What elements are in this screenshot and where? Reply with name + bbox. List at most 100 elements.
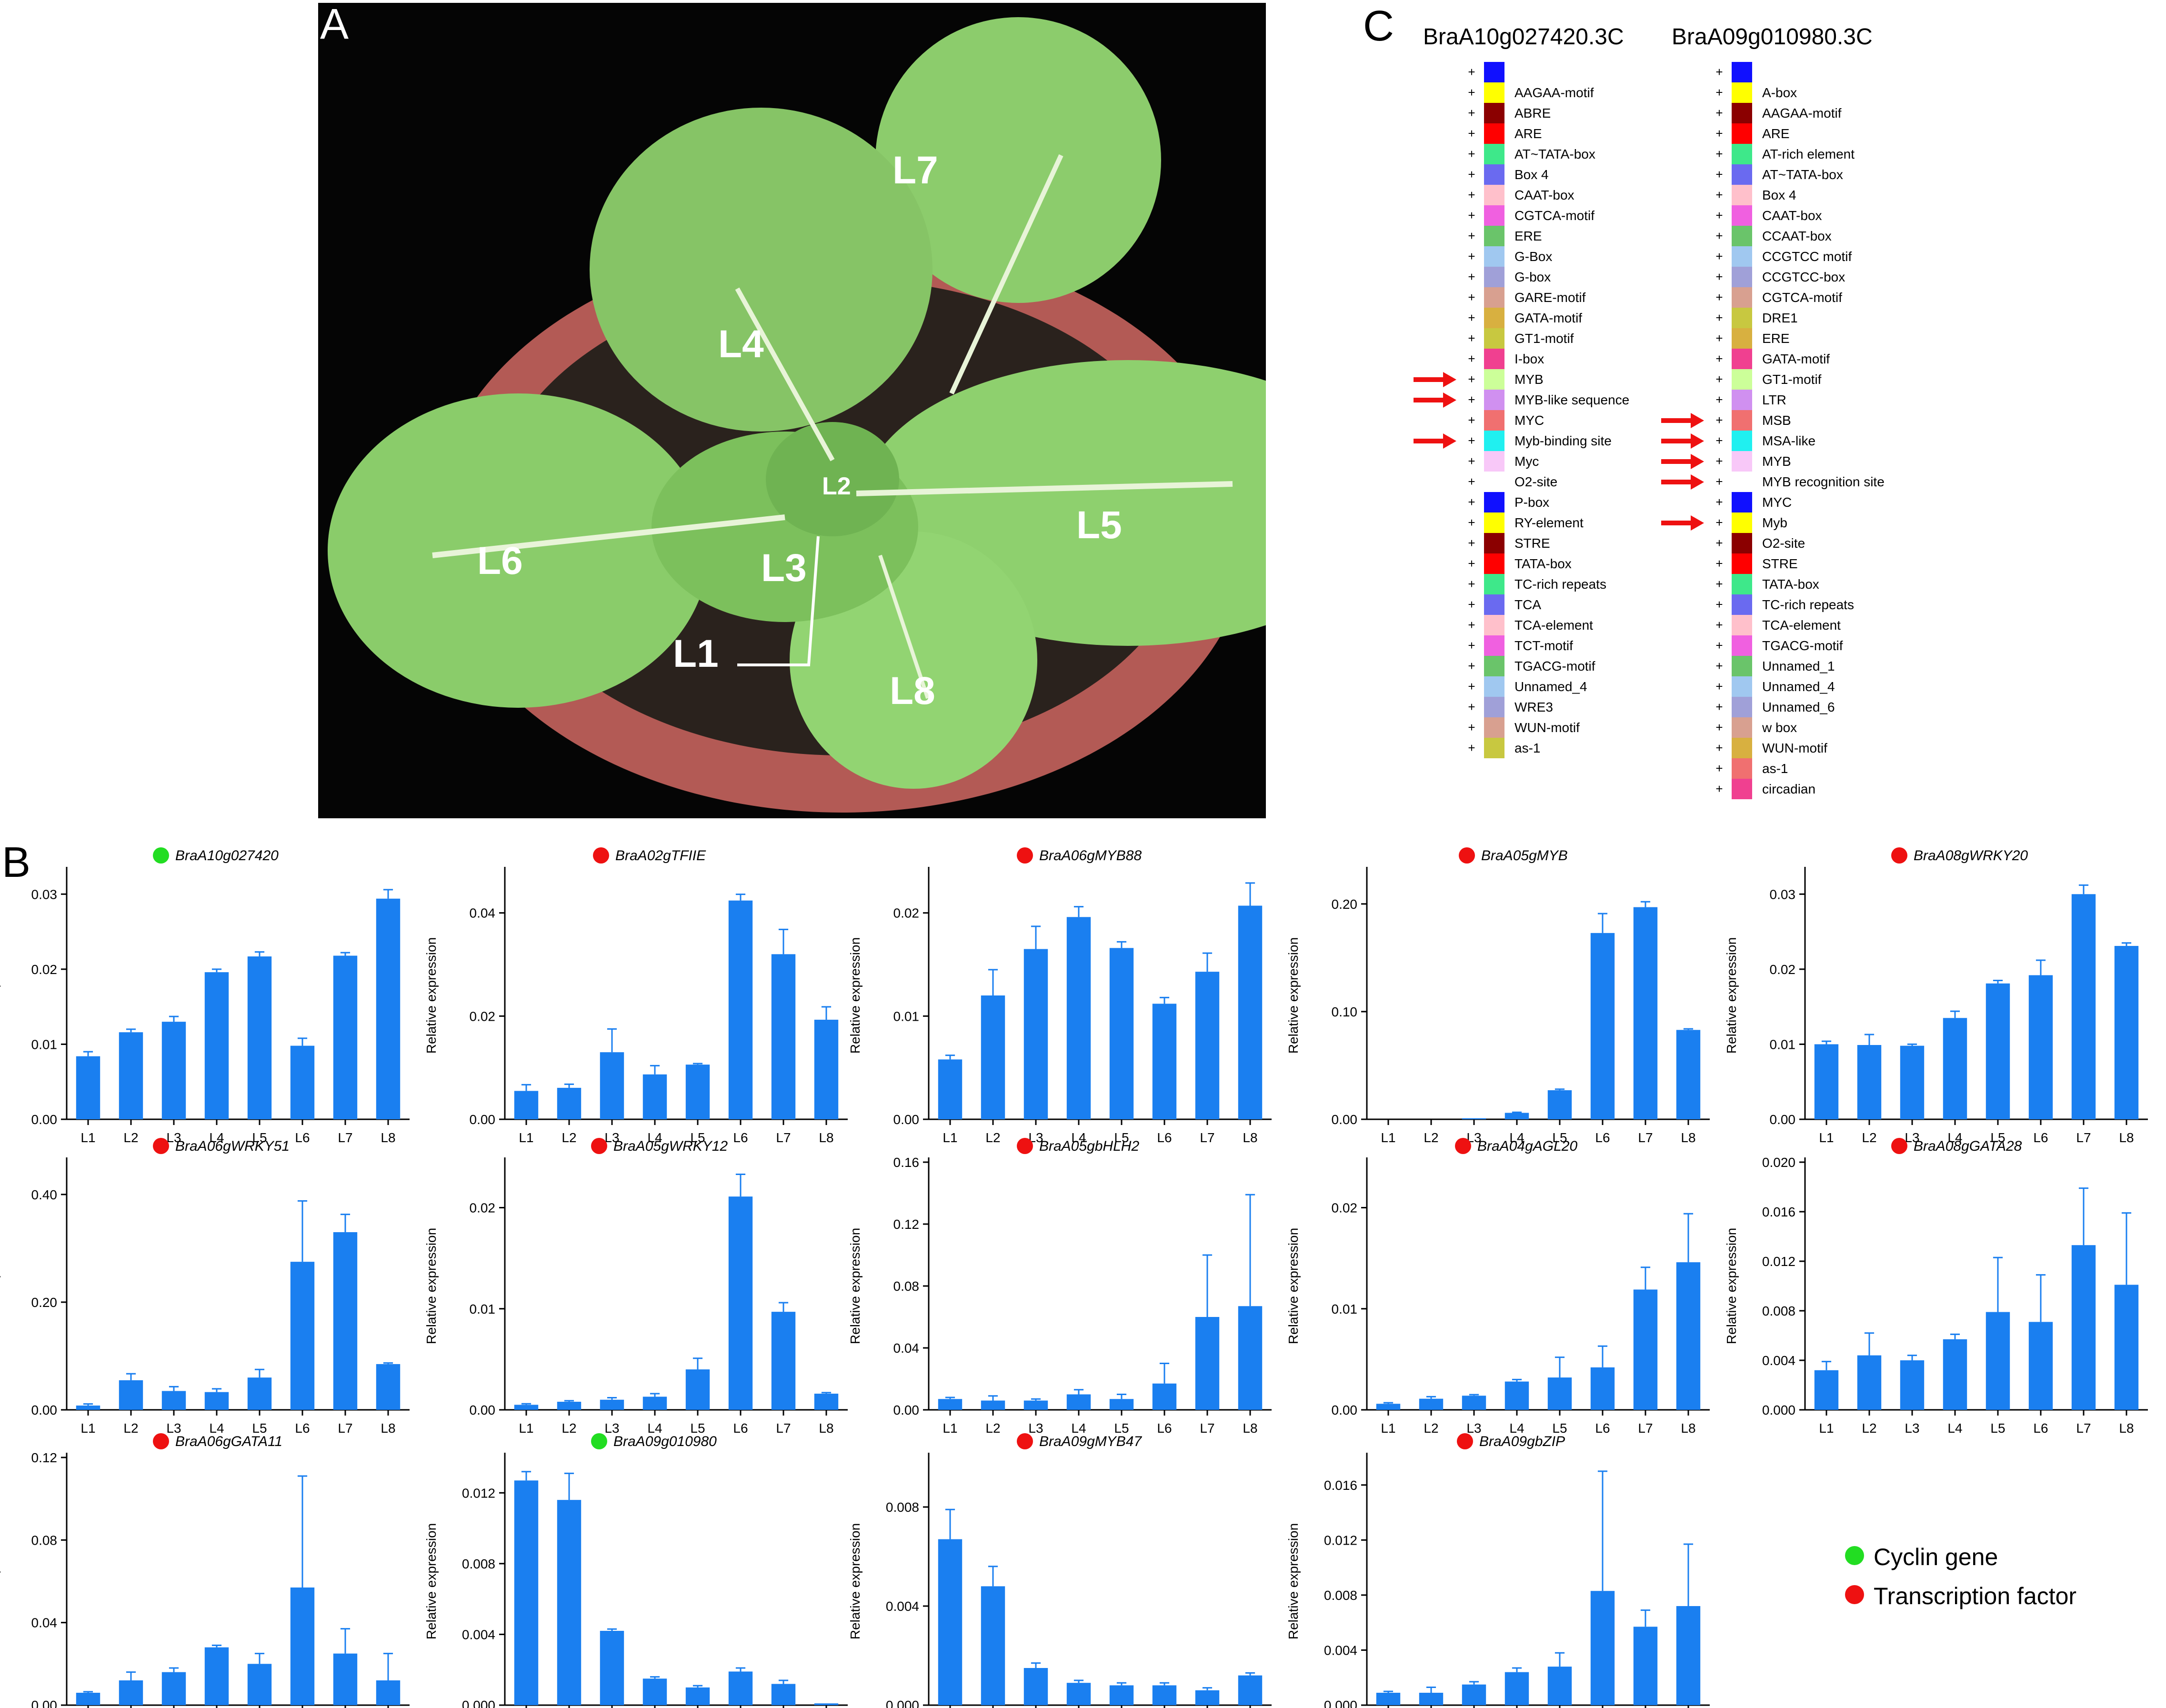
plus-sign: + — [1715, 433, 1723, 448]
color-swatch — [1732, 205, 1752, 226]
x-tick-label: L1 — [1381, 1130, 1395, 1145]
x-tick-label: L6 — [1595, 1130, 1610, 1145]
color-swatch — [1732, 185, 1752, 205]
x-tick-label: L8 — [1681, 1130, 1695, 1145]
y-axis-label: Relative expression — [848, 1523, 862, 1639]
plus-sign: + — [1468, 188, 1475, 202]
plus-sign: + — [1715, 331, 1723, 345]
leaf-label-l3: L3 — [761, 546, 807, 590]
cis-element-name: TCA — [1514, 597, 1541, 612]
bar — [1814, 1044, 1839, 1119]
color-swatch — [1732, 512, 1752, 533]
y-axis-label: Relative expression — [1286, 1228, 1301, 1344]
bar — [514, 1091, 539, 1119]
color-swatch — [1732, 62, 1752, 82]
x-tick-label: L6 — [733, 1130, 748, 1145]
plus-sign: + — [1468, 208, 1475, 222]
title-marker-dot — [1459, 847, 1475, 864]
plus-sign: + — [1715, 249, 1723, 263]
color-swatch — [1732, 717, 1752, 738]
plus-sign: + — [1468, 433, 1475, 448]
plus-sign: + — [1468, 700, 1475, 714]
x-tick-label: L8 — [1243, 1421, 1257, 1436]
color-swatch — [1484, 717, 1504, 738]
cis-element-name: AT~TATA-box — [1762, 167, 1843, 182]
cis-element-name: CCGTCC-box — [1762, 270, 1845, 284]
plus-sign: + — [1715, 454, 1723, 468]
bar — [557, 1087, 582, 1119]
bar — [1023, 949, 1048, 1119]
expression-charts-panel: BraA10g027420 Relative expression 0.00 0.01… — [0, 819, 2166, 1708]
bar — [1023, 1400, 1048, 1410]
x-tick-label: L7 — [1200, 1130, 1214, 1145]
bar — [685, 1687, 710, 1705]
color-swatch — [1732, 574, 1752, 594]
y-tick-label: 0.01 — [470, 1302, 496, 1316]
color-swatch — [1732, 410, 1752, 431]
cis-element-name: ARE — [1514, 126, 1542, 141]
color-swatch — [1732, 103, 1752, 123]
title-marker-dot — [1891, 847, 1907, 864]
cis-element-name: Myc — [1514, 454, 1539, 469]
bar — [1547, 1377, 1572, 1410]
bar — [600, 1052, 624, 1119]
cis-element-name: MSB — [1762, 413, 1791, 428]
plus-sign: + — [1468, 474, 1475, 489]
red-arrow-icon — [1414, 433, 1456, 449]
bar — [771, 954, 796, 1119]
x-tick-label: L1 — [1819, 1130, 1834, 1145]
x-tick-label: L1 — [80, 1130, 95, 1145]
x-tick-label: L1 — [519, 1421, 533, 1436]
bar — [728, 1671, 753, 1705]
bar — [1943, 1018, 1967, 1119]
title-marker-dot — [591, 1138, 607, 1154]
y-tick-label: 0.02 — [31, 962, 58, 977]
y-tick-label: 0.000 — [886, 1698, 919, 1708]
bar — [685, 1369, 710, 1410]
y-tick-label: 0.00 — [1332, 1403, 1358, 1417]
x-tick-label: L7 — [2076, 1421, 2091, 1436]
title-marker-dot — [153, 847, 169, 864]
cis-element-name: AT~TATA-box — [1514, 147, 1595, 161]
chart-BraA05gWRKY12: BraA05gWRKY12 Relative expression 0.00 0.01… — [424, 1138, 848, 1436]
y-axis-label: Relative expression — [848, 937, 862, 1054]
x-tick-label: L5 — [252, 1130, 267, 1145]
cis-element-name: MYC — [1762, 495, 1792, 510]
leaf-label-l7: L7 — [892, 149, 938, 192]
chart-BraA06gGATA11: BraA06gGATA11Relative expression0.000.04… — [0, 1433, 410, 1708]
x-tick-label: L4 — [1947, 1130, 1962, 1145]
y-axis-label: Relative expression — [848, 1228, 862, 1344]
panel-letter-b: B — [2, 839, 31, 886]
bar — [2114, 1285, 2139, 1410]
x-tick-label: L6 — [2033, 1421, 2048, 1436]
title-marker-dot — [153, 1138, 169, 1154]
color-swatch — [1732, 349, 1752, 369]
bar — [814, 1703, 839, 1705]
plus-sign: + — [1715, 229, 1723, 243]
plus-sign: + — [1468, 495, 1475, 509]
y-tick-label: 0.00 — [1332, 1112, 1358, 1127]
y-tick-label: 0.12 — [893, 1217, 920, 1232]
cis-element-name: TCA-element — [1762, 618, 1841, 633]
chart-title: BraA09gMYB47 — [1039, 1434, 1142, 1449]
plus-sign: + — [1715, 65, 1723, 79]
y-tick-label: 0.03 — [1770, 887, 1796, 902]
plus-sign: + — [1468, 413, 1475, 427]
bar — [1633, 907, 1658, 1119]
color-swatch — [1732, 553, 1752, 574]
color-swatch — [1732, 779, 1752, 799]
x-tick-label: L5 — [1552, 1130, 1567, 1145]
plus-sign: + — [1715, 392, 1723, 407]
color-swatch — [1732, 328, 1752, 349]
bar — [938, 1399, 963, 1410]
bar — [119, 1680, 143, 1705]
chart-BraA08gWRKY20: BraA08gWRKY20 Relative expression 0.00 0.01… — [1724, 847, 2148, 1145]
cis-element-panel: BraA10g027420.3C BraA09g010980.3C + + AAGA… — [1372, 19, 2153, 800]
bar — [1023, 1668, 1048, 1705]
x-tick-label: L3 — [1466, 1421, 1481, 1436]
color-swatch — [1484, 431, 1504, 451]
x-tick-label: L8 — [1243, 1130, 1257, 1145]
y-tick-label: 0.02 — [470, 1009, 496, 1024]
color-swatch — [1484, 615, 1504, 635]
expression-bar-charts: BraA10g027420 Relative expression 0.00 0.01… — [0, 847, 2148, 1708]
